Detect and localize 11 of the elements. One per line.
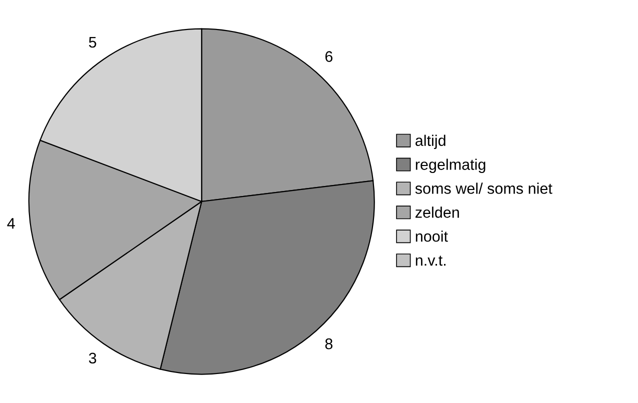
legend-label: zelden bbox=[416, 206, 459, 218]
data-label: 3 bbox=[88, 352, 96, 364]
legend-label: altijd bbox=[416, 134, 446, 150]
data-label: 8 bbox=[325, 338, 332, 350]
legend-label: nooit bbox=[416, 230, 448, 242]
legend-label: soms wel/ soms niet bbox=[415, 182, 552, 194]
data-label: 5 bbox=[88, 37, 96, 48]
legend-label: n.v.t. bbox=[416, 256, 446, 266]
legend-label: regelmatig bbox=[416, 158, 486, 173]
data-label: 6 bbox=[325, 51, 332, 62]
data-label: 4 bbox=[7, 218, 15, 229]
